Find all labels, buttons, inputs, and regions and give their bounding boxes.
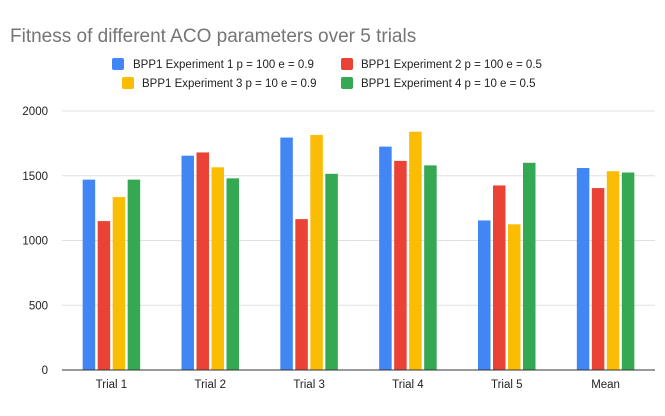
legend-item-experiment-1[interactable]: BPP1 Experiment 1 p = 100 e = 0.9 — [112, 58, 314, 71]
bar-series-4-trial-4[interactable] — [424, 165, 437, 370]
bars — [82, 131, 635, 370]
y-tick-label: 1500 — [22, 171, 48, 183]
legend-item-experiment-2[interactable]: BPP1 Experiment 2 p = 100 e = 0.5 — [341, 58, 542, 71]
legend-swatch-experiment-3 — [122, 77, 134, 89]
x-tick-label: Trial 4 — [392, 379, 424, 391]
x-axis-ticks: Trial 1 Trial 2 Trial 3 Trial 4 Trial 5 Mean — [96, 379, 620, 391]
y-axis-ticks: 0 500 1000 1500 2000 — [22, 106, 48, 377]
bar-series-4-trial-2[interactable] — [226, 178, 240, 370]
y-tick-label: 2000 — [22, 106, 48, 118]
legend-label-experiment-1: BPP1 Experiment 1 p = 100 e = 0.9 — [133, 59, 314, 71]
x-tick-label: Trial 3 — [293, 379, 325, 391]
bar-series-3-trial-3[interactable] — [310, 134, 323, 370]
bar-series-1-trial-2[interactable] — [181, 155, 195, 370]
bar-series-2-trial-2[interactable] — [196, 152, 210, 370]
bar-series-3-trial-4[interactable] — [409, 131, 422, 370]
bar-series-2-trial-4[interactable] — [394, 160, 407, 370]
legend-swatch-experiment-2 — [341, 58, 353, 70]
x-tick-label: Trial 1 — [96, 379, 128, 391]
legend-swatch-experiment-4 — [341, 77, 353, 89]
bar-series-2-trial-5[interactable] — [493, 185, 506, 370]
bar-series-1-trial-3[interactable] — [280, 137, 293, 370]
y-tick-label: 0 — [42, 365, 48, 377]
legend: BPP1 Experiment 1 p = 100 e = 0.9 BPP1 E… — [112, 58, 542, 90]
bar-series-2-trial-3[interactable] — [295, 219, 308, 370]
legend-label-experiment-2: BPP1 Experiment 2 p = 100 e = 0.5 — [361, 59, 542, 71]
bar-series-2-trial-1[interactable] — [97, 221, 111, 370]
legend-swatch-experiment-1 — [112, 58, 124, 70]
legend-item-experiment-3[interactable]: BPP1 Experiment 3 p = 10 e = 0.9 — [122, 77, 317, 90]
x-tick-label: Trial 5 — [491, 379, 523, 391]
bar-series-4-trial-3[interactable] — [325, 173, 338, 370]
bar-series-4-mean[interactable] — [621, 172, 635, 370]
bar-series-1-trial-4[interactable] — [379, 146, 392, 370]
bar-series-2-mean[interactable] — [591, 188, 605, 370]
bar-series-3-mean[interactable] — [606, 171, 620, 370]
x-tick-label: Trial 2 — [194, 379, 226, 391]
bar-series-4-trial-1[interactable] — [127, 179, 141, 370]
bar-series-1-mean[interactable] — [576, 167, 590, 370]
y-tick-label: 1000 — [22, 236, 48, 248]
bar-series-3-trial-5[interactable] — [508, 224, 521, 370]
bar-series-3-trial-2[interactable] — [211, 167, 225, 370]
legend-label-experiment-4: BPP1 Experiment 4 p = 10 e = 0.5 — [361, 78, 536, 90]
gridlines — [62, 110, 655, 306]
legend-label-experiment-3: BPP1 Experiment 3 p = 10 e = 0.9 — [142, 78, 317, 90]
y-tick-label: 500 — [29, 300, 48, 312]
bar-series-3-trial-1[interactable] — [112, 197, 126, 370]
chart-title: Fitness of different ACO parameters over… — [10, 26, 416, 47]
bar-series-1-trial-1[interactable] — [82, 179, 96, 370]
legend-item-experiment-4[interactable]: BPP1 Experiment 4 p = 10 e = 0.5 — [341, 77, 536, 90]
bar-series-1-trial-5[interactable] — [478, 220, 491, 370]
bar-series-4-trial-5[interactable] — [523, 162, 536, 370]
x-tick-label: Mean — [591, 379, 620, 391]
